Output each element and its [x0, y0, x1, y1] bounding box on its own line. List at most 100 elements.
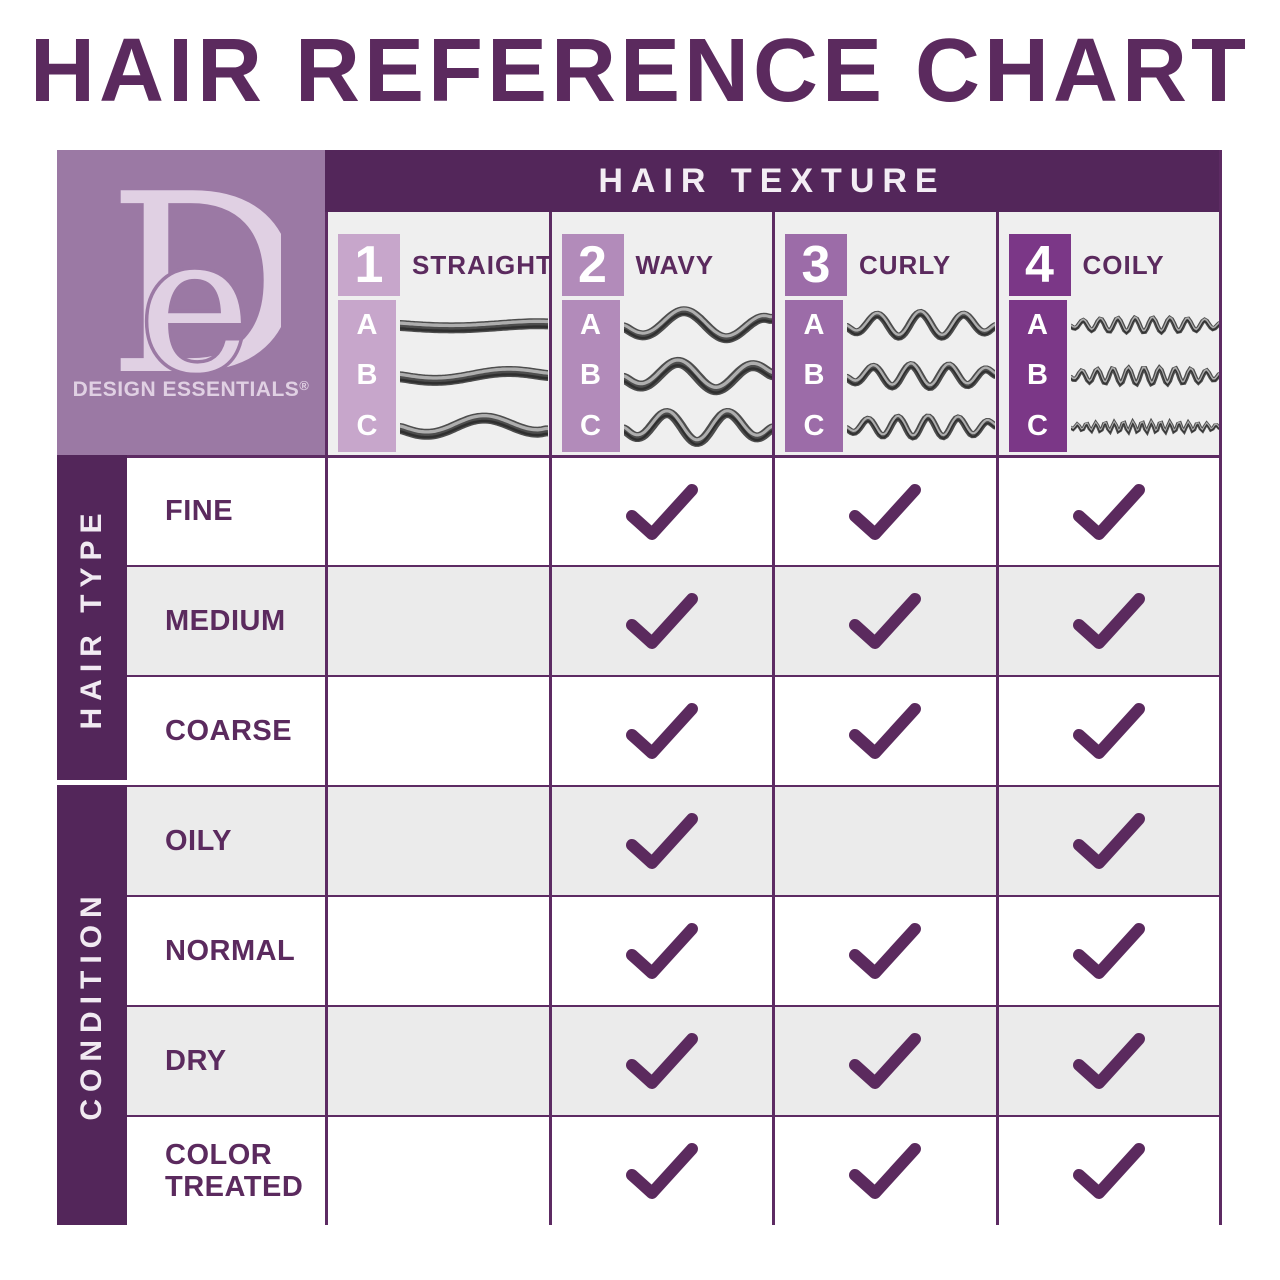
brand-logo-cell: D e DESIGN ESSENTIALS® — [57, 150, 325, 455]
row-label-oily: OILY — [127, 785, 325, 895]
texture-4-label: COILY — [1082, 250, 1165, 280]
cell-normal-wavy — [548, 895, 772, 1005]
check-icon — [849, 703, 922, 759]
texture-4-badge: 4 — [1008, 234, 1071, 296]
row-label-medium: MEDIUM — [127, 565, 325, 675]
check-icon — [1072, 703, 1145, 759]
row-label-text: DRY — [165, 1044, 227, 1077]
cell-dry-wavy — [548, 1005, 772, 1115]
check-icon — [849, 1143, 922, 1199]
cell-normal-coily — [995, 895, 1219, 1005]
cell-color-treated-curly — [772, 1115, 996, 1225]
cell-fine-straight — [325, 455, 549, 565]
texture-1-badge: 1 — [338, 234, 400, 296]
registered-mark: ® — [299, 378, 310, 393]
check-icon — [1072, 483, 1145, 540]
cell-dry-coily — [995, 1005, 1219, 1115]
texture-column-curly: 3 CURLY A B C — [772, 212, 996, 455]
subtype-letter: B — [1027, 359, 1048, 392]
coily-hair-strand-illustration — [1070, 417, 1219, 437]
subtype-letter: A — [1027, 308, 1048, 341]
design-essentials-logo-icon: D e — [107, 190, 281, 375]
check-icon — [1072, 1143, 1145, 1199]
row-label-normal: NORMAL — [127, 895, 325, 1005]
cell-medium-straight — [325, 565, 549, 675]
cell-oily-coily — [995, 785, 1219, 895]
subtype-letter: B — [580, 359, 601, 392]
cell-fine-curly — [772, 455, 996, 565]
cell-oily-straight — [325, 785, 549, 895]
row-label-text: FINE — [165, 495, 234, 528]
sidebar-hair-type: HAIR TYPE — [57, 455, 127, 785]
texture-column-coily: 4 COILY A B C — [995, 212, 1219, 455]
curly-hair-strand-illustration — [847, 413, 995, 441]
texture-column-straight: 1 STRAIGHT A B C — [325, 212, 552, 455]
texture-2-label: WAVY — [635, 250, 715, 280]
cell-medium-curly — [772, 565, 996, 675]
subtype-letter: C — [1027, 410, 1048, 443]
check-icon — [625, 1033, 698, 1089]
straight-hair-strand-illustration — [400, 318, 548, 334]
cell-coarse-coily — [995, 675, 1219, 785]
cell-coarse-curly — [772, 675, 996, 785]
check-icon — [849, 483, 922, 540]
check-icon — [625, 703, 698, 759]
logo-monogram-e: e — [139, 196, 250, 375]
cell-fine-wavy — [548, 455, 772, 565]
cell-color-treated-straight — [325, 1115, 549, 1225]
cell-coarse-straight — [325, 675, 549, 785]
row-label-text: NORMAL — [165, 934, 296, 967]
hair-texture-header-label: HAIR TEXTURE — [598, 161, 946, 200]
texture-2-badge: 2 — [561, 234, 624, 296]
cell-normal-curly — [772, 895, 996, 1005]
cell-oily-wavy — [548, 785, 772, 895]
cell-medium-coily — [995, 565, 1219, 675]
row-label-color-treated: COLOR TREATED — [127, 1115, 325, 1225]
cell-color-treated-wavy — [548, 1115, 772, 1225]
check-icon — [625, 1143, 698, 1199]
texture-3-label: CURLY — [859, 250, 952, 280]
sidebar-condition: CONDITION — [57, 785, 127, 1225]
hair-texture-header: HAIR TEXTURE — [325, 150, 1219, 212]
brand-name: DESIGN ESSENTIALS® — [72, 378, 310, 401]
cell-dry-straight — [325, 1005, 549, 1115]
texture-1-label: STRAIGHT — [412, 250, 553, 280]
cell-color-treated-coily — [995, 1115, 1219, 1225]
row-label-text: COLOR TREATED — [165, 1138, 304, 1203]
check-icon — [625, 813, 698, 869]
sidebar-hair-type-label: HAIR TYPE — [75, 505, 108, 730]
cell-fine-coily — [995, 455, 1219, 565]
row-label-fine: FINE — [127, 455, 325, 565]
check-icon — [1072, 813, 1145, 869]
subtype-letter: C — [356, 410, 378, 443]
straight-hair-strand-illustration — [400, 366, 548, 386]
sidebar-condition-label: CONDITION — [75, 889, 108, 1121]
row-label-text: COARSE — [165, 714, 293, 747]
straight-hair-strand-illustration — [400, 412, 548, 440]
coily-hair-strand-illustration — [1070, 314, 1219, 336]
check-icon — [625, 593, 698, 649]
check-icon — [1072, 923, 1145, 979]
check-icon — [849, 593, 922, 649]
subtype-letter: A — [803, 308, 825, 341]
cell-normal-straight — [325, 895, 549, 1005]
row-label-text: OILY — [165, 824, 233, 857]
check-icon — [625, 483, 698, 540]
curly-hair-strand-illustration — [847, 360, 995, 391]
subtype-letter: A — [356, 308, 378, 341]
coily-hair-strand-illustration — [1070, 364, 1219, 388]
cell-oily-curly — [772, 785, 996, 895]
logo-monogram-d: D — [107, 190, 281, 375]
subtype-letter: B — [356, 359, 378, 392]
subtype-letter: A — [580, 308, 601, 341]
check-icon — [849, 923, 922, 979]
subtype-letter: C — [580, 410, 601, 443]
page-title: HAIR REFERENCE CHART — [29, 21, 1251, 121]
cell-medium-wavy — [548, 565, 772, 675]
subtype-letter: C — [803, 410, 825, 443]
